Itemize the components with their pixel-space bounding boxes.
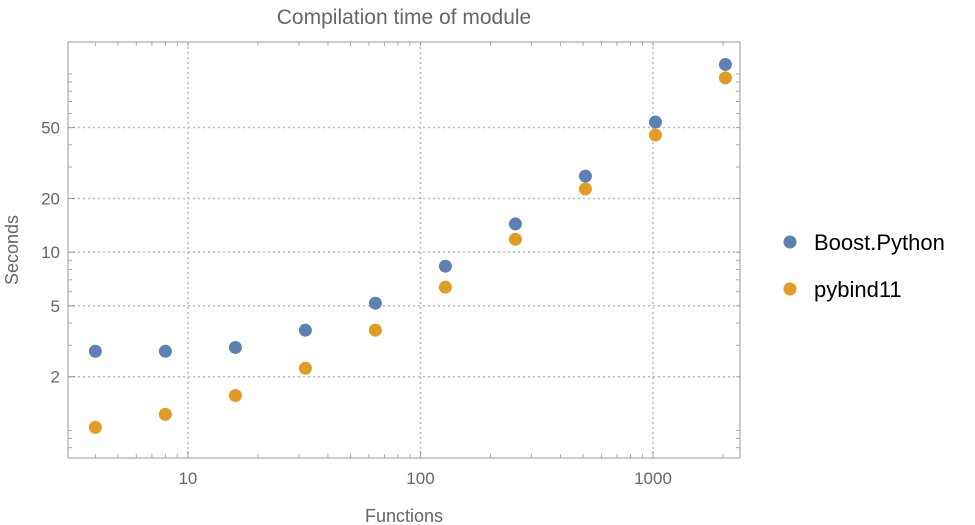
y-tick-label: 10 (41, 243, 60, 262)
data-point-boost-python (228, 340, 242, 354)
data-point-boost-python (718, 57, 732, 71)
grid (68, 42, 740, 458)
data-point-boost-python (298, 323, 312, 337)
points (88, 57, 732, 434)
y-axis-label: Seconds (2, 215, 22, 285)
data-point-pybind11 (368, 323, 382, 337)
data-point-pybind11 (508, 232, 522, 246)
x-axis-label: Functions (365, 506, 443, 525)
data-point-pybind11 (718, 71, 732, 85)
plot-frame (67, 41, 741, 459)
data-point-pybind11 (88, 420, 102, 434)
legend-marker (783, 282, 797, 296)
x-tick-label: 1000 (634, 469, 672, 488)
x-tick-label: 10 (178, 469, 197, 488)
y-tick-label: 2 (51, 368, 60, 387)
x-tick-label: 100 (406, 469, 434, 488)
legend: Boost.Python pybind11 (783, 230, 945, 302)
legend-label: Boost.Python (814, 230, 945, 255)
data-point-pybind11 (298, 361, 312, 375)
y-tick-label: 20 (41, 189, 60, 208)
data-point-boost-python (438, 259, 452, 273)
data-point-boost-python (368, 296, 382, 310)
data-point-boost-python (508, 217, 522, 231)
y-tick-label: 5 (51, 297, 60, 316)
data-point-pybind11 (578, 182, 592, 196)
legend-marker (783, 235, 797, 249)
data-point-pybind11 (438, 280, 452, 294)
data-point-pybind11 (648, 128, 662, 142)
data-point-pybind11 (228, 388, 242, 402)
data-point-boost-python (648, 115, 662, 129)
y-tick-label: 50 (41, 119, 60, 138)
data-point-boost-python (158, 344, 172, 358)
ticks: 10 100 1000 2 5 10 20 50 (41, 42, 740, 488)
chart-title: Compilation time of module (277, 6, 531, 29)
data-point-boost-python (88, 344, 102, 358)
data-point-pybind11 (158, 407, 172, 421)
data-point-boost-python (578, 169, 592, 183)
legend-label: pybind11 (814, 277, 902, 302)
